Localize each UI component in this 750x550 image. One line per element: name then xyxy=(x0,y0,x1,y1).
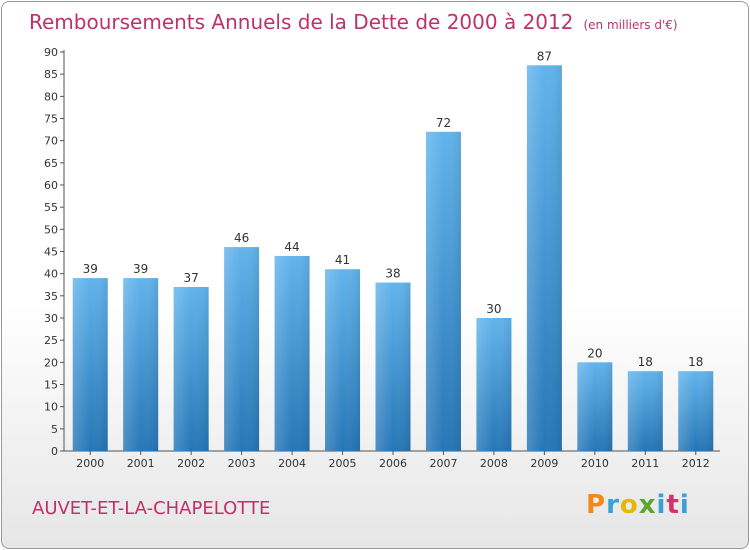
x-tick-label: 2012 xyxy=(682,457,710,470)
bar-value-label: 72 xyxy=(436,116,451,130)
y-tick-label: 45 xyxy=(44,246,58,259)
bar-value-label: 18 xyxy=(638,355,653,369)
bar-value-label: 37 xyxy=(184,271,199,285)
y-tick-label: 65 xyxy=(44,157,58,170)
y-tick-label: 30 xyxy=(44,312,58,325)
x-tick-label: 2011 xyxy=(631,457,659,470)
bar-value-label: 18 xyxy=(688,355,703,369)
y-tick-label: 15 xyxy=(44,379,58,392)
y-tick-label: 90 xyxy=(44,46,58,59)
bar-value-label: 30 xyxy=(486,302,501,316)
y-tick-label: 25 xyxy=(44,334,58,347)
town-name: AUVET-ET-LA-CHAPELOTTE xyxy=(32,498,271,519)
x-tick-label: 2002 xyxy=(177,457,205,470)
bar-value-label: 44 xyxy=(284,240,299,254)
x-tick-label: 2007 xyxy=(429,457,457,470)
y-tick-label: 20 xyxy=(44,356,58,369)
bar-value-label: 41 xyxy=(335,253,350,267)
y-tick-label: 5 xyxy=(51,423,58,436)
y-tick-label: 40 xyxy=(44,268,58,281)
x-tick-label: 2009 xyxy=(530,457,558,470)
bar-value-label: 20 xyxy=(587,346,602,360)
y-tick-label: 50 xyxy=(44,223,58,236)
bar-shine xyxy=(325,269,361,451)
chart-subtitle: (en milliers d'€) xyxy=(583,18,678,32)
y-tick-label: 10 xyxy=(44,401,58,414)
y-tick-label: 70 xyxy=(44,135,58,148)
proxiti-logo: Proxiti xyxy=(586,490,690,520)
bar-shine xyxy=(123,278,159,451)
labels: 39 2000 39 2001 37 2002 46 2003 44 2004 41 2005 38 20… xyxy=(76,49,710,470)
bar-shine xyxy=(577,362,613,451)
y-tick-label: 0 xyxy=(51,445,58,458)
y-tick-label: 60 xyxy=(44,179,58,192)
bar-value-label: 39 xyxy=(133,262,148,276)
chart-title-text: Remboursements Annuels de la Dette de 20… xyxy=(29,10,574,34)
bar-shine xyxy=(526,65,562,452)
x-tick-label: 2008 xyxy=(480,457,508,470)
bars xyxy=(72,65,714,452)
x-tick-label: 2006 xyxy=(379,457,407,470)
x-tick-label: 2003 xyxy=(228,457,256,470)
bar-shine xyxy=(173,286,209,451)
bar-shine xyxy=(476,318,512,451)
bar-value-label: 46 xyxy=(234,231,249,245)
chart-title: Remboursements Annuels de la Dette de 20… xyxy=(29,10,678,34)
y-tick-label: 35 xyxy=(44,290,58,303)
x-tick-label: 2005 xyxy=(329,457,357,470)
bar-value-label: 39 xyxy=(83,262,98,276)
x-tick-label: 2001 xyxy=(127,457,155,470)
y-tick-label: 85 xyxy=(44,68,58,81)
y-tick-label: 55 xyxy=(44,201,58,214)
x-tick-label: 2004 xyxy=(278,457,306,470)
x-tick-label: 2000 xyxy=(76,457,104,470)
bar-shine xyxy=(224,247,260,451)
bar-value-label: 38 xyxy=(385,267,400,281)
bar-shine xyxy=(375,282,411,451)
bar-shine xyxy=(72,278,108,451)
y-tick-label: 75 xyxy=(44,113,58,126)
axes: 0 5 10 15 20 25 30 35 40 45 50 55 60 65 70 75 80 85 90 xyxy=(44,46,720,458)
x-tick-label: 2010 xyxy=(581,457,609,470)
bar-shine xyxy=(627,371,663,451)
y-tick-label: 80 xyxy=(44,90,58,103)
bar-value-label: 87 xyxy=(537,49,552,63)
bar-shine xyxy=(425,131,461,452)
bar-shine xyxy=(274,255,310,451)
bar-shine xyxy=(678,371,714,451)
